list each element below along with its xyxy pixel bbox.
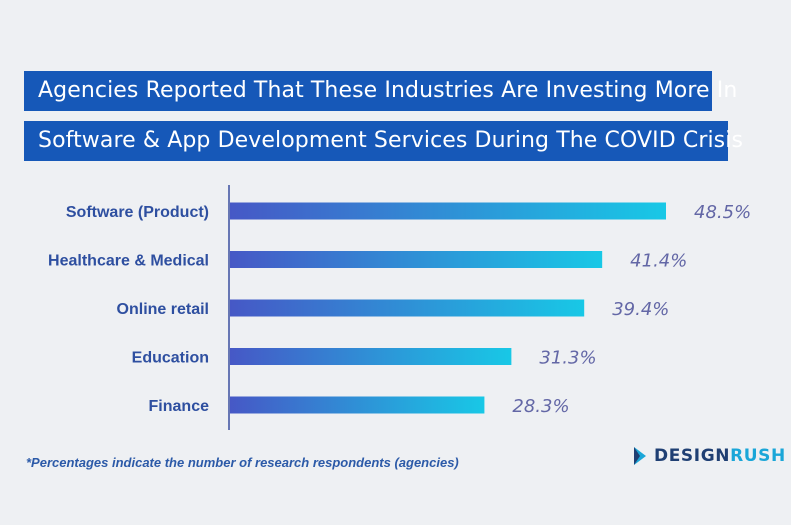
- logo-text-rush: RUSH: [730, 446, 786, 466]
- value-label: 39.4%: [612, 299, 669, 320]
- value-label: 48.5%: [694, 202, 751, 223]
- designrush-logo: DESIGNRUSH: [632, 443, 786, 469]
- chart-title-line-2: Software & App Development Services Duri…: [24, 121, 743, 161]
- value-label: 28.3%: [512, 396, 569, 417]
- logo-text-design: DESIGN: [654, 446, 731, 466]
- bar: [230, 348, 512, 365]
- category-label: Healthcare & Medical: [48, 253, 209, 270]
- footnote: *Percentages indicate the number of rese…: [26, 455, 459, 470]
- category-label: Software (Product): [66, 204, 209, 221]
- category-label: Finance: [149, 398, 210, 415]
- value-label: 31.3%: [539, 348, 596, 369]
- category-label: Education: [132, 350, 209, 367]
- value-label: 41.4%: [630, 251, 687, 272]
- category-label: Online retail: [117, 301, 209, 318]
- bar: [230, 396, 485, 414]
- logo-arrow-icon: [634, 447, 646, 465]
- bar: [230, 299, 585, 317]
- chart-title-line-1: Agencies Reported That These Industries …: [24, 71, 737, 111]
- bar: [230, 202, 666, 220]
- bar: [230, 251, 603, 268]
